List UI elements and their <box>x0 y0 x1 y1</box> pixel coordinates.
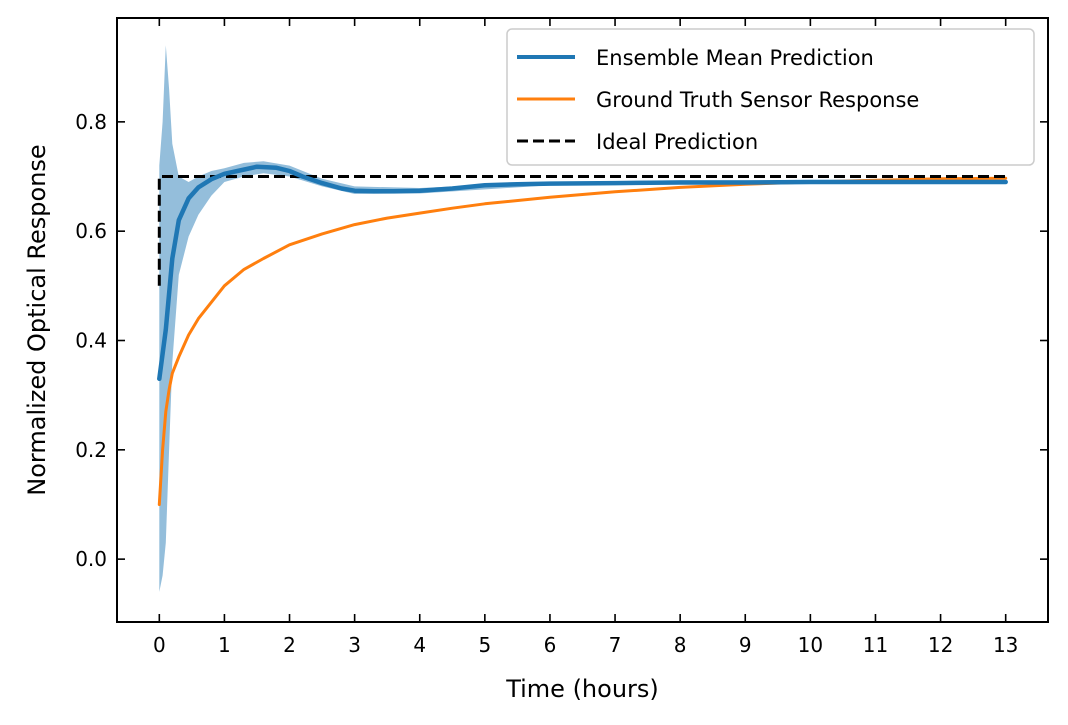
x-tick-label: 3 <box>348 633 361 657</box>
legend-label-1: Ground Truth Sensor Response <box>596 88 919 112</box>
series-line-1 <box>157 176 1008 506</box>
y-tick-label: 0.0 <box>75 547 107 571</box>
x-tick-label: 4 <box>413 633 426 657</box>
plot-frame <box>116 17 1049 623</box>
y-axis-label: Normalized Optical Response <box>23 144 51 495</box>
x-tick-label: 0 <box>153 633 166 657</box>
x-tick-label: 13 <box>993 633 1018 657</box>
x-tick-label: 9 <box>739 633 752 657</box>
y-tick-label: 0.4 <box>75 328 107 352</box>
axis-ticks: 0 1 2 3 4 5 6 7 8 9 10 11 12 130.00.20.40.60.8 <box>75 18 1048 657</box>
x-tick-label: 8 <box>674 633 687 657</box>
x-tick-label: 10 <box>798 633 823 657</box>
series-line-2 <box>157 175 1006 286</box>
legend-label-2: Ideal Prediction <box>596 130 758 154</box>
plot-area <box>157 45 1008 592</box>
x-tick-label: 6 <box>544 633 557 657</box>
y-tick-label: 0.2 <box>75 438 107 462</box>
legend-box <box>506 28 1035 166</box>
legend-label-0: Ensemble Mean Prediction <box>596 46 874 70</box>
legend: Ensemble Mean Prediction Ground Truth Sen… <box>506 28 1035 166</box>
x-tick-label: 12 <box>928 633 953 657</box>
x-tick-label: 5 <box>478 633 491 657</box>
x-tick-label: 7 <box>609 633 622 657</box>
y-tick-label: 0.8 <box>75 110 107 134</box>
x-tick-label: 1 <box>218 633 231 657</box>
x-tick-label: 11 <box>863 633 888 657</box>
series-line-0 <box>157 164 1008 382</box>
x-tick-label: 2 <box>283 633 296 657</box>
y-tick-label: 0.6 <box>75 219 107 243</box>
x-axis-label: Time (hours) <box>505 675 659 703</box>
